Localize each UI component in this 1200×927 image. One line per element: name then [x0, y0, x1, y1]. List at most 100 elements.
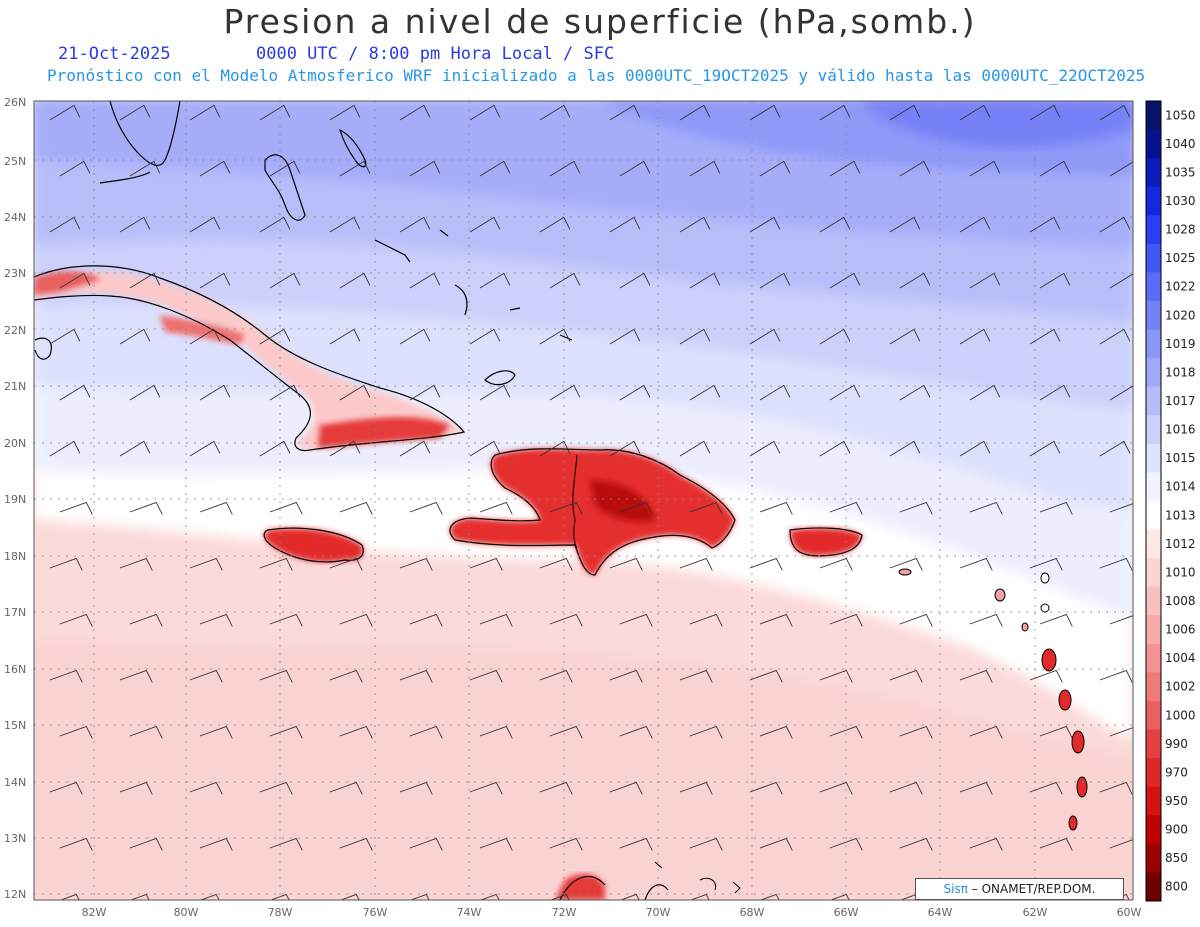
- wind-barb: [899, 725, 933, 739]
- wind-barb: [59, 160, 91, 177]
- colorbar-swatch: [1146, 501, 1161, 531]
- lat-label: 20N: [4, 437, 26, 450]
- wind-barb: [1039, 272, 1071, 289]
- wind-barb: [609, 557, 643, 571]
- wind-barb: [409, 160, 441, 177]
- wind-barb: [49, 216, 81, 233]
- wind-barb: [269, 160, 301, 177]
- wind-barb: [829, 272, 861, 289]
- wind-barb: [409, 272, 441, 289]
- wind-barb: [259, 440, 291, 457]
- credit-box: Sisπ – ONAMET/REP.DOM.: [915, 878, 1124, 900]
- wind-barb: [329, 781, 363, 795]
- colorbar-label: 1025: [1165, 251, 1196, 265]
- wind-barb: [479, 837, 513, 851]
- wind-barb: [269, 613, 303, 627]
- wind-barb: [129, 160, 161, 177]
- colorbar-label: 1014: [1165, 480, 1196, 494]
- wind-barb: [749, 669, 783, 683]
- wind-barb: [189, 781, 223, 795]
- colorbar-swatch: [1146, 443, 1161, 473]
- colorbar-swatch: [1146, 586, 1161, 616]
- wind-barb: [1109, 893, 1130, 900]
- lat-label: 19N: [4, 493, 26, 506]
- wind-barb: [689, 384, 721, 401]
- wind-barb: [539, 440, 571, 457]
- florida-bahamas: [34, 101, 573, 386]
- wind-barb: [189, 669, 223, 683]
- wind-barb: [189, 440, 221, 457]
- wind-barb: [199, 613, 233, 627]
- wind-barb: [619, 501, 653, 515]
- lat-label: 14N: [4, 776, 26, 789]
- wind-barb: [549, 384, 581, 401]
- wind-barb: [549, 272, 581, 289]
- wind-barb: [1109, 839, 1133, 849]
- wind-barb: [1099, 440, 1131, 457]
- wind-barb: [339, 160, 371, 177]
- colorbar-label: 1008: [1165, 594, 1196, 608]
- wind-barb: [1109, 161, 1133, 177]
- wind-barb: [1109, 385, 1133, 401]
- wind-barb: [679, 669, 713, 683]
- wind-barb: [889, 216, 921, 233]
- wind-barb: [679, 216, 711, 233]
- wind-barb: [969, 613, 1003, 627]
- wind-barb: [609, 781, 643, 795]
- wind-barb: [339, 725, 373, 739]
- wind-barb: [129, 501, 163, 515]
- colorbar-swatch: [1146, 672, 1161, 702]
- wind-barb: [59, 613, 93, 627]
- wind-barb: [1099, 557, 1133, 571]
- lat-label: 15N: [4, 719, 26, 732]
- wind-barb: [199, 160, 231, 177]
- wind-barb: [479, 725, 513, 739]
- wind-barb: [259, 328, 291, 345]
- wind-barb: [199, 893, 220, 900]
- wind-barb: [399, 104, 431, 121]
- wind-barb: [889, 669, 923, 683]
- wind-barb: [469, 557, 503, 571]
- wind-barb: [1099, 216, 1131, 233]
- wind-barb: [409, 384, 441, 401]
- colorbar-swatch: [1146, 758, 1161, 788]
- colorbar-swatch: [1146, 358, 1161, 388]
- wind-barb: [829, 160, 861, 177]
- wind-barb: [49, 669, 83, 683]
- wind-barb: [269, 501, 303, 515]
- wind-barb: [759, 501, 793, 515]
- colorbar-label: 850: [1165, 851, 1188, 865]
- lat-label: 18N: [4, 550, 26, 563]
- wind-barb: [339, 893, 360, 900]
- wind-barb: [329, 440, 361, 457]
- wind-barb: [339, 384, 371, 401]
- wind-barb: [479, 501, 513, 515]
- wind-barb: [1099, 669, 1133, 683]
- lat-axis: 26N 25N 24N 23N 22N 21N 20N 19N 18N 17N …: [4, 96, 26, 901]
- wind-barb: [199, 725, 233, 739]
- wind-barb: [119, 328, 151, 345]
- wind-barb: [889, 557, 923, 571]
- wind-barb: [479, 384, 511, 401]
- colorbar-label: 1000: [1165, 708, 1196, 722]
- wind-barb: [339, 501, 373, 515]
- wind-barb: [759, 272, 791, 289]
- colorbar-swatch: [1146, 615, 1161, 645]
- wind-barb: [1109, 273, 1133, 289]
- wind-barb: [1029, 781, 1063, 795]
- wind-barb: [619, 893, 640, 900]
- wind-barb: [819, 781, 853, 795]
- wind-barb: [549, 893, 570, 900]
- wind-barb: [199, 272, 231, 289]
- wind-barb: [819, 328, 851, 345]
- forecast-label: Pronóstico con el Modelo Atmosferico WRF…: [47, 66, 1146, 85]
- wind-barb: [119, 781, 153, 795]
- colorbar-label: 1004: [1165, 651, 1196, 665]
- wind-barb: [189, 104, 221, 121]
- wind-barb: [409, 893, 430, 900]
- wind-barb: [539, 781, 573, 795]
- wind-barb: [129, 893, 150, 900]
- wind-barb: [749, 328, 781, 345]
- date-label: 21-Oct-2025: [58, 44, 171, 64]
- wind-barb: [539, 557, 573, 571]
